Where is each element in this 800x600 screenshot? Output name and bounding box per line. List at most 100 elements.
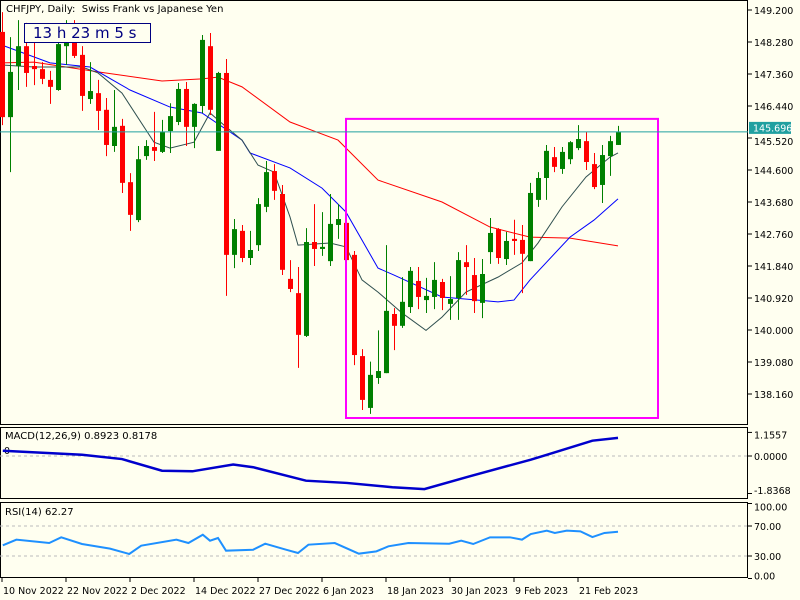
bear-candle [0, 12, 5, 126]
candle-body [464, 262, 469, 268]
rsi-tick-label: 0.00 [754, 572, 775, 583]
candle-body [136, 159, 141, 221]
candle-body [496, 229, 501, 258]
price-tick-label: 147.360 [754, 70, 793, 81]
bull-candle [336, 204, 341, 239]
candle-body [168, 116, 173, 132]
ma-mid-line [1, 44, 619, 303]
candle-body [320, 246, 325, 249]
candle-body [56, 44, 61, 90]
bull-candle [576, 125, 581, 151]
candle-body [352, 254, 357, 356]
candle-body [152, 147, 157, 151]
candle-body [488, 232, 493, 253]
bull-candle [320, 212, 325, 256]
bear-candle [184, 82, 189, 146]
candle-countdown-timer: 13 h 23 m 5 s [24, 23, 151, 43]
macd-panel-frame [0, 427, 748, 499]
rsi-panel: 100.00 70.00 30.00 0.00 [0, 503, 787, 583]
bull-candle [200, 35, 205, 113]
bull-candle [232, 219, 237, 269]
candle-body [16, 46, 21, 66]
date-label: 2 Dec 2022 [131, 586, 186, 597]
rsi-line [2, 529, 619, 556]
bull-candle [160, 119, 165, 153]
bull-candle [176, 83, 181, 126]
macd-tick-label: 0.0000 [754, 452, 787, 463]
candle-body [280, 194, 285, 270]
candle-body [336, 219, 341, 225]
bear-candle [240, 224, 245, 263]
bull-candle [560, 147, 565, 174]
macd-label: MACD(12,26,9) 0.8923 0.8178 [5, 431, 158, 442]
candle-body [560, 151, 565, 169]
date-label: 9 Feb 2023 [515, 586, 568, 597]
candle-body [32, 66, 37, 70]
bull-candle [616, 125, 621, 145]
candle-body [24, 46, 29, 73]
current-price-badge [749, 121, 791, 134]
bear-candle [360, 349, 365, 410]
candle-body [392, 314, 397, 326]
candle-body [72, 40, 77, 56]
bull-candle [144, 140, 149, 160]
bear-candle [128, 173, 133, 231]
ma-fast-line [1, 64, 619, 331]
bull-candle [448, 276, 453, 320]
candle-body [576, 139, 581, 149]
candle-body [368, 374, 373, 408]
bear-candle [552, 147, 557, 173]
bull-candle [600, 144, 605, 204]
rsi-label: RSI(14) 62.27 [5, 507, 74, 518]
ma-slow-line [1, 61, 619, 247]
candle-body [48, 79, 53, 87]
bear-candle [272, 164, 277, 200]
candle-body [176, 88, 181, 122]
candle-body [160, 132, 165, 152]
bull-candle [56, 40, 61, 91]
bear-candle [440, 278, 445, 311]
candle-body [184, 88, 189, 127]
bear-candle [120, 118, 125, 193]
candle-body [376, 371, 381, 378]
date-label: 22 Nov 2022 [67, 586, 128, 597]
candles [0, 12, 621, 414]
price-tick-label: 148.280 [754, 38, 793, 49]
candle-body [288, 278, 293, 289]
bear-candle [472, 258, 477, 313]
price-tick-label: 138.160 [754, 390, 793, 401]
price-axis: 149.200 148.280 147.360 146.440 145.520 144.6… [748, 6, 793, 401]
bull-candle [568, 141, 573, 165]
date-label: 21 Feb 2023 [579, 586, 638, 597]
bear-candle [96, 79, 101, 130]
moving-averages [1, 44, 619, 331]
candle-body [528, 192, 533, 262]
date-label: 27 Dec 2022 [259, 586, 320, 597]
magenta-rectangle [345, 117, 659, 419]
bull-candle [88, 62, 93, 104]
bull-candle [432, 262, 437, 310]
bear-candle [32, 35, 37, 86]
date-label: 18 Jan 2023 [387, 586, 444, 597]
candle-body [384, 310, 389, 374]
bear-candle [312, 204, 317, 266]
candle-body [512, 238, 517, 241]
candle-body [608, 141, 613, 157]
candle-body [264, 172, 269, 207]
candle-body [440, 282, 445, 298]
bull-candle [248, 230, 253, 265]
candle-body [328, 223, 333, 262]
price-tick-label: 140.000 [754, 326, 793, 337]
candle-body [432, 279, 437, 297]
candle-body [0, 31, 5, 118]
bull-candle [544, 144, 549, 200]
candle-body [40, 69, 45, 79]
bear-candle [392, 308, 397, 351]
rectangle-annotation[interactable] [345, 117, 659, 419]
bull-candle [368, 361, 373, 414]
bull-candle [456, 252, 461, 320]
candle-body [128, 182, 133, 215]
price-tick-label: 142.760 [754, 230, 793, 241]
